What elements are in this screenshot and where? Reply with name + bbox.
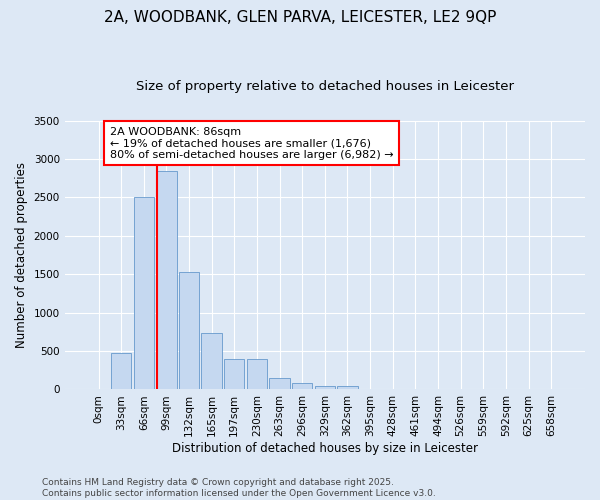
Text: 2A WOODBANK: 86sqm
← 19% of detached houses are smaller (1,676)
80% of semi-deta: 2A WOODBANK: 86sqm ← 19% of detached hou…	[110, 126, 394, 160]
Y-axis label: Number of detached properties: Number of detached properties	[15, 162, 28, 348]
Bar	[179, 272, 199, 390]
Bar	[202, 334, 222, 390]
Text: 2A, WOODBANK, GLEN PARVA, LEICESTER, LE2 9QP: 2A, WOODBANK, GLEN PARVA, LEICESTER, LE2…	[104, 10, 496, 25]
Bar	[88, 388, 109, 390]
Bar	[224, 360, 244, 390]
Bar	[337, 386, 358, 390]
Bar	[111, 353, 131, 390]
Bar	[360, 388, 380, 390]
Bar	[134, 196, 154, 390]
Bar	[156, 172, 176, 390]
Bar	[269, 378, 290, 390]
Text: Contains HM Land Registry data © Crown copyright and database right 2025.
Contai: Contains HM Land Registry data © Crown c…	[42, 478, 436, 498]
X-axis label: Distribution of detached houses by size in Leicester: Distribution of detached houses by size …	[172, 442, 478, 455]
Bar	[292, 384, 313, 390]
Bar	[314, 386, 335, 390]
Bar	[247, 360, 267, 390]
Title: Size of property relative to detached houses in Leicester: Size of property relative to detached ho…	[136, 80, 514, 93]
